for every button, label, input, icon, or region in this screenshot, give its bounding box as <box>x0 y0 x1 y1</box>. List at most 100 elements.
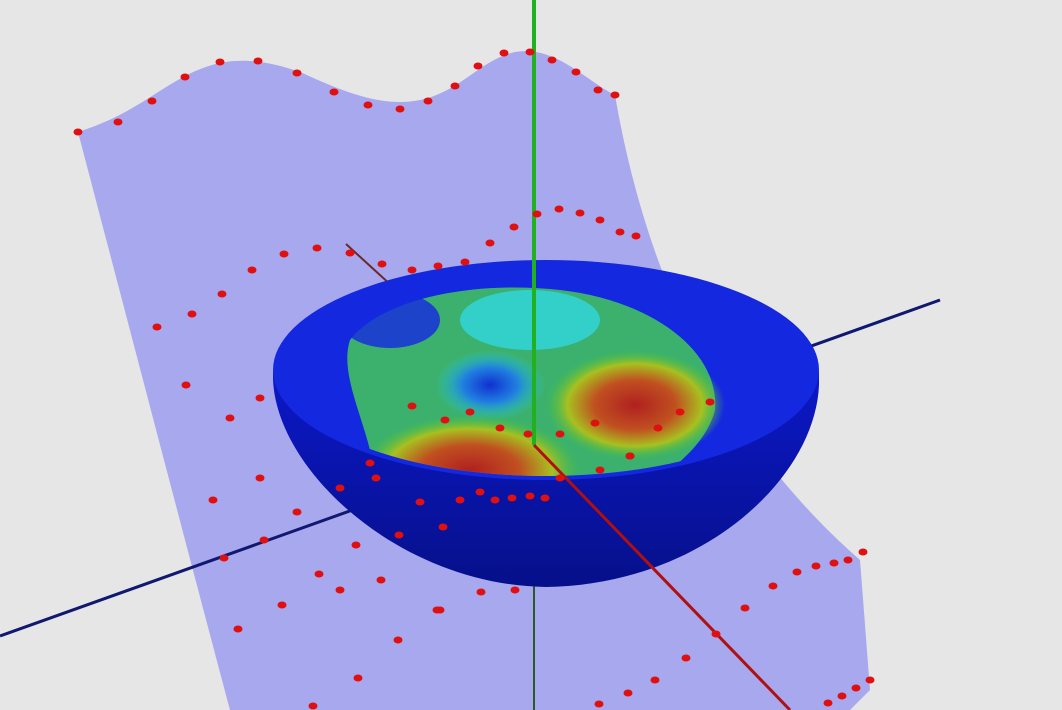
point <box>394 531 404 539</box>
point <box>507 494 517 502</box>
point <box>393 636 403 644</box>
point <box>473 62 483 70</box>
point <box>476 588 486 596</box>
point <box>495 424 505 432</box>
point <box>865 676 875 684</box>
point <box>363 101 373 109</box>
point <box>247 266 257 274</box>
point <box>259 536 269 544</box>
point <box>575 209 585 217</box>
point <box>440 416 450 424</box>
point <box>475 488 485 496</box>
point <box>653 424 663 432</box>
point <box>460 258 470 266</box>
point <box>395 105 405 113</box>
point <box>217 290 227 298</box>
point <box>225 414 235 422</box>
point <box>351 541 361 549</box>
point <box>215 58 225 66</box>
point <box>490 496 500 504</box>
point <box>851 684 861 692</box>
point <box>335 586 345 594</box>
point <box>292 508 302 516</box>
point <box>113 118 123 126</box>
point <box>279 250 289 258</box>
point <box>292 69 302 77</box>
point <box>595 216 605 224</box>
point <box>615 228 625 236</box>
axis <box>532 443 792 710</box>
point <box>555 474 565 482</box>
point <box>255 394 265 402</box>
heat-region <box>460 290 600 350</box>
point <box>768 582 778 590</box>
point <box>187 310 197 318</box>
point <box>407 266 417 274</box>
point <box>740 604 750 612</box>
point <box>499 49 509 57</box>
point <box>255 474 265 482</box>
point <box>415 498 425 506</box>
point <box>523 430 533 438</box>
point <box>423 97 433 105</box>
point <box>625 452 635 460</box>
point <box>681 654 691 662</box>
point <box>593 86 603 94</box>
point <box>792 568 802 576</box>
point <box>485 239 495 247</box>
point <box>571 68 581 76</box>
point <box>532 210 542 218</box>
point <box>181 381 191 389</box>
heat-hotspot <box>545 350 725 460</box>
point <box>371 474 381 482</box>
point <box>547 56 557 64</box>
point <box>837 692 847 700</box>
point <box>554 205 564 213</box>
point <box>455 496 465 504</box>
point <box>312 244 322 252</box>
point <box>329 88 339 96</box>
point <box>829 559 839 567</box>
point <box>433 262 443 270</box>
point <box>308 702 318 710</box>
point <box>152 323 162 331</box>
point <box>377 260 387 268</box>
point <box>525 48 535 56</box>
point <box>711 630 721 638</box>
point <box>335 484 345 492</box>
heat-cool <box>435 350 545 420</box>
point <box>465 408 475 416</box>
point <box>73 128 83 136</box>
point <box>650 676 660 684</box>
point <box>594 700 604 708</box>
heat-hotspot <box>360 415 580 476</box>
point <box>353 674 363 682</box>
point <box>208 496 218 504</box>
point <box>376 576 386 584</box>
point <box>590 419 600 427</box>
point <box>407 402 417 410</box>
point <box>432 606 442 614</box>
point <box>314 570 324 578</box>
point <box>631 232 641 240</box>
point <box>555 430 565 438</box>
heat-map <box>340 287 725 476</box>
heat-edge <box>340 292 440 348</box>
point <box>365 459 375 467</box>
point <box>705 398 715 406</box>
point <box>811 562 821 570</box>
point <box>823 699 833 707</box>
point <box>540 494 550 502</box>
point <box>450 82 460 90</box>
point <box>510 586 520 594</box>
point <box>525 492 535 500</box>
point <box>180 73 190 81</box>
point <box>675 408 685 416</box>
point <box>509 223 519 231</box>
point <box>253 57 263 65</box>
point <box>147 97 157 105</box>
points <box>73 48 875 710</box>
point <box>219 554 229 562</box>
